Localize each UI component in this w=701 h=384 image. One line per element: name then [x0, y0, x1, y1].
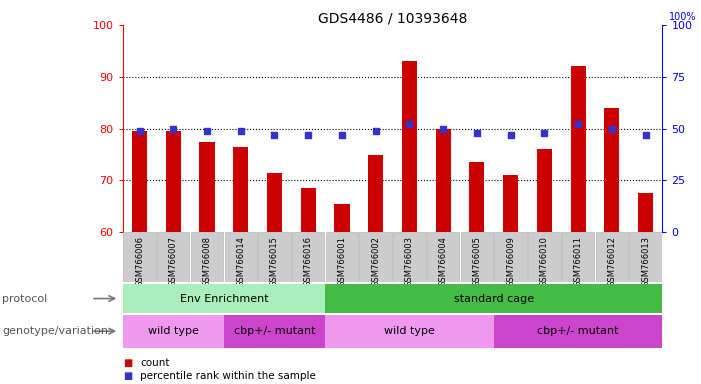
Bar	[123, 232, 156, 282]
Bar	[596, 232, 628, 282]
Bar	[494, 232, 527, 282]
Bar	[267, 173, 282, 232]
Bar	[528, 232, 561, 282]
Text: GSM766013: GSM766013	[641, 236, 650, 287]
Point	[235, 127, 246, 134]
Text: standard cage: standard cage	[454, 293, 534, 304]
Point	[370, 127, 381, 134]
Point	[573, 121, 584, 127]
Text: wild type: wild type	[384, 326, 435, 336]
Text: Env Enrichment: Env Enrichment	[179, 293, 268, 304]
Bar	[368, 154, 383, 232]
Point	[134, 127, 145, 134]
Text: GSM766016: GSM766016	[304, 236, 313, 287]
Point	[505, 132, 516, 138]
Bar	[292, 232, 325, 282]
Bar	[325, 284, 662, 313]
Bar	[494, 315, 662, 348]
Text: wild type: wild type	[148, 326, 198, 336]
Bar	[325, 315, 494, 348]
Bar	[165, 131, 181, 232]
Point	[606, 126, 618, 132]
Text: cbp+/- mutant: cbp+/- mutant	[538, 326, 619, 336]
Text: GSM766003: GSM766003	[405, 236, 414, 287]
Bar	[123, 284, 325, 313]
Bar	[469, 162, 484, 232]
Bar	[199, 142, 215, 232]
Text: GSM766007: GSM766007	[169, 236, 178, 287]
Point	[539, 130, 550, 136]
Bar	[427, 232, 459, 282]
Point	[404, 121, 415, 127]
Bar	[461, 232, 493, 282]
Point	[201, 127, 212, 134]
Text: GSM766009: GSM766009	[506, 236, 515, 287]
Bar	[224, 232, 257, 282]
Point	[269, 132, 280, 138]
Bar	[537, 149, 552, 232]
Point	[437, 126, 449, 132]
Bar	[132, 131, 147, 232]
Bar	[571, 66, 586, 232]
Text: GSM766001: GSM766001	[337, 236, 346, 287]
Text: GSM766002: GSM766002	[372, 236, 380, 287]
Bar	[191, 232, 223, 282]
Bar	[224, 315, 325, 348]
Bar	[301, 188, 316, 232]
Text: genotype/variation: genotype/variation	[2, 326, 108, 336]
Bar	[326, 232, 358, 282]
Text: ■: ■	[123, 358, 132, 368]
Point	[471, 130, 482, 136]
Bar	[360, 232, 392, 282]
Bar	[562, 232, 594, 282]
Text: GSM766005: GSM766005	[472, 236, 482, 287]
Text: count: count	[140, 358, 170, 368]
Bar	[629, 232, 662, 282]
Text: GSM766011: GSM766011	[573, 236, 583, 287]
Text: ■: ■	[123, 371, 132, 381]
Bar	[638, 194, 653, 232]
Bar	[393, 232, 426, 282]
Bar	[233, 147, 248, 232]
Bar	[503, 175, 518, 232]
Point	[640, 132, 651, 138]
Text: GSM766012: GSM766012	[607, 236, 616, 287]
Bar	[123, 315, 224, 348]
Point	[303, 132, 314, 138]
Bar	[435, 129, 451, 232]
Text: cbp+/- mutant: cbp+/- mutant	[233, 326, 315, 336]
Text: 100%: 100%	[669, 12, 697, 22]
Text: GSM766004: GSM766004	[439, 236, 448, 287]
Text: GSM766008: GSM766008	[203, 236, 212, 287]
Bar	[402, 61, 417, 232]
Text: GSM766015: GSM766015	[270, 236, 279, 287]
Text: percentile rank within the sample: percentile rank within the sample	[140, 371, 316, 381]
Text: protocol: protocol	[2, 293, 48, 304]
Text: GDS4486 / 10393648: GDS4486 / 10393648	[318, 12, 468, 25]
Bar	[258, 232, 291, 282]
Text: GSM766010: GSM766010	[540, 236, 549, 287]
Point	[168, 126, 179, 132]
Text: GSM766014: GSM766014	[236, 236, 245, 287]
Bar	[604, 108, 620, 232]
Bar	[334, 204, 350, 232]
Point	[336, 132, 348, 138]
Text: GSM766006: GSM766006	[135, 236, 144, 287]
Bar	[157, 232, 189, 282]
